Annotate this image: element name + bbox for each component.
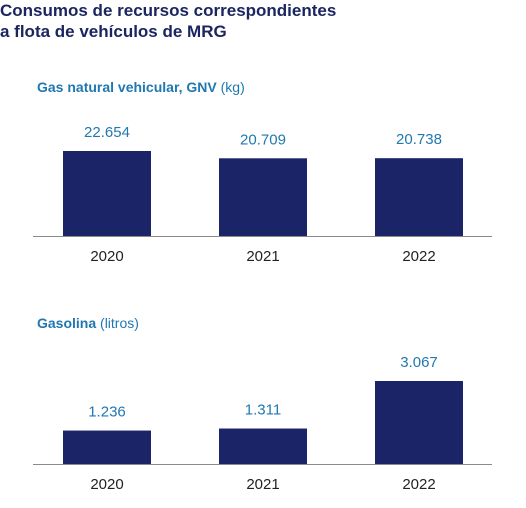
chart-gnv: 22.654 2020 20.709 2021 20.738 2022 bbox=[33, 124, 492, 265]
tick-label-2022: 2022 bbox=[402, 476, 435, 493]
chart-1-title-main: Gas natural vehicular, GNV bbox=[37, 79, 217, 95]
tick-label-2020: 2020 bbox=[90, 476, 123, 493]
chart-2-title-main: Gasolina bbox=[37, 315, 97, 331]
page-title: Consumos de recursos correspondientes a … bbox=[0, 0, 520, 42]
bar-2021 bbox=[219, 428, 307, 464]
chart-2-title-unit: (litros) bbox=[100, 315, 139, 331]
tick-label-2021: 2021 bbox=[246, 248, 279, 265]
bar-2021 bbox=[219, 158, 307, 236]
value-label-2020: 22.654 bbox=[84, 124, 130, 141]
value-label-2021: 1.311 bbox=[245, 402, 281, 419]
chart-2-title: Gasolina (litros) bbox=[37, 315, 139, 331]
bar-2020 bbox=[63, 151, 151, 236]
page-title-line-1: Consumos de recursos correspondientes bbox=[0, 1, 337, 20]
page-title-line-2: a flota de vehículos de MRG bbox=[0, 22, 227, 41]
bar-2022 bbox=[375, 381, 463, 464]
chart-1-title-unit: (kg) bbox=[220, 79, 245, 95]
value-label-2022: 20.738 bbox=[396, 131, 442, 148]
bar-2020 bbox=[63, 430, 151, 464]
tick-label-2020: 2020 bbox=[90, 248, 123, 265]
value-label-2020: 1.236 bbox=[88, 404, 126, 421]
tick-label-2021: 2021 bbox=[246, 476, 279, 493]
bar-2022 bbox=[375, 158, 463, 236]
value-label-2022: 3.067 bbox=[400, 354, 438, 371]
chart-1-title: Gas natural vehicular, GNV (kg) bbox=[37, 79, 245, 95]
value-label-2021: 20.709 bbox=[240, 131, 286, 148]
tick-label-2022: 2022 bbox=[402, 248, 435, 265]
